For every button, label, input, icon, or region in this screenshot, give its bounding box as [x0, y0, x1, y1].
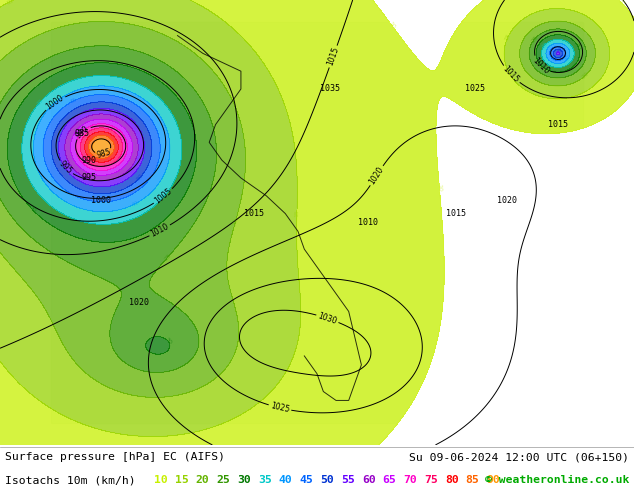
Text: 1000: 1000: [44, 94, 66, 112]
Text: 10: 10: [437, 183, 442, 192]
Text: 25: 25: [216, 475, 230, 485]
Text: 1020: 1020: [497, 196, 517, 205]
Text: 990: 990: [81, 156, 96, 165]
Text: 35: 35: [258, 475, 272, 485]
Text: 15: 15: [6, 0, 15, 5]
Text: 1015: 1015: [243, 209, 264, 218]
Text: 20: 20: [581, 71, 590, 80]
Text: 25: 25: [530, 35, 539, 44]
Text: 45: 45: [68, 97, 78, 105]
Text: 40: 40: [131, 200, 139, 208]
Text: 1030: 1030: [317, 311, 338, 326]
Text: 40: 40: [564, 54, 573, 63]
Text: Su 09-06-2024 12:00 UTC (06+150): Su 09-06-2024 12:00 UTC (06+150): [409, 452, 629, 462]
Text: 1005: 1005: [153, 187, 174, 206]
Text: 1000: 1000: [91, 196, 112, 205]
Text: 1010: 1010: [358, 218, 378, 227]
Text: © weatheronline.co.uk: © weatheronline.co.uk: [484, 475, 629, 485]
Text: 995: 995: [58, 159, 74, 176]
Text: 1015: 1015: [446, 209, 467, 218]
Text: 20: 20: [232, 218, 239, 226]
Text: 20: 20: [196, 475, 209, 485]
Text: 55: 55: [341, 475, 355, 485]
Text: 40: 40: [279, 475, 292, 485]
Text: 985: 985: [75, 129, 90, 138]
Text: 990: 990: [74, 124, 91, 140]
Text: 1010: 1010: [149, 222, 171, 239]
Text: 10: 10: [617, 0, 626, 7]
Text: Isotachs 10m (km/h): Isotachs 10m (km/h): [5, 475, 136, 485]
Text: 15: 15: [175, 475, 188, 485]
Text: 1015: 1015: [326, 46, 340, 67]
Text: 995: 995: [81, 173, 96, 182]
Text: 90: 90: [486, 475, 500, 485]
Text: 35: 35: [540, 40, 550, 49]
Text: 1020: 1020: [129, 298, 150, 307]
Text: 70: 70: [403, 475, 417, 485]
Text: 1015: 1015: [501, 65, 521, 85]
Text: 30: 30: [27, 204, 36, 214]
Text: 1010: 1010: [531, 55, 551, 75]
Text: Surface pressure [hPa] EC (AIFS): Surface pressure [hPa] EC (AIFS): [5, 452, 225, 462]
Text: 15: 15: [504, 33, 512, 42]
Text: 1020: 1020: [368, 165, 385, 186]
Text: 1015: 1015: [548, 120, 568, 129]
Text: 30: 30: [237, 475, 251, 485]
Text: 15: 15: [294, 209, 299, 217]
Text: 30: 30: [164, 336, 172, 345]
Text: 75: 75: [424, 475, 438, 485]
Text: 25: 25: [163, 253, 172, 262]
Text: 10: 10: [154, 475, 168, 485]
Text: 1025: 1025: [465, 84, 486, 94]
Text: 30: 30: [574, 42, 582, 51]
Text: 1035: 1035: [320, 84, 340, 94]
Text: 50: 50: [555, 46, 564, 53]
Text: 10: 10: [387, 21, 396, 30]
Text: 85: 85: [465, 475, 479, 485]
Text: 50: 50: [136, 173, 145, 182]
Text: 65: 65: [382, 475, 396, 485]
Text: 50: 50: [320, 475, 334, 485]
Text: 45: 45: [299, 475, 313, 485]
Text: 60: 60: [362, 475, 375, 485]
Text: 1025: 1025: [269, 401, 290, 415]
Text: 45: 45: [550, 55, 559, 64]
Text: 35: 35: [36, 97, 45, 106]
Text: 80: 80: [445, 475, 458, 485]
Text: 985: 985: [96, 148, 112, 160]
